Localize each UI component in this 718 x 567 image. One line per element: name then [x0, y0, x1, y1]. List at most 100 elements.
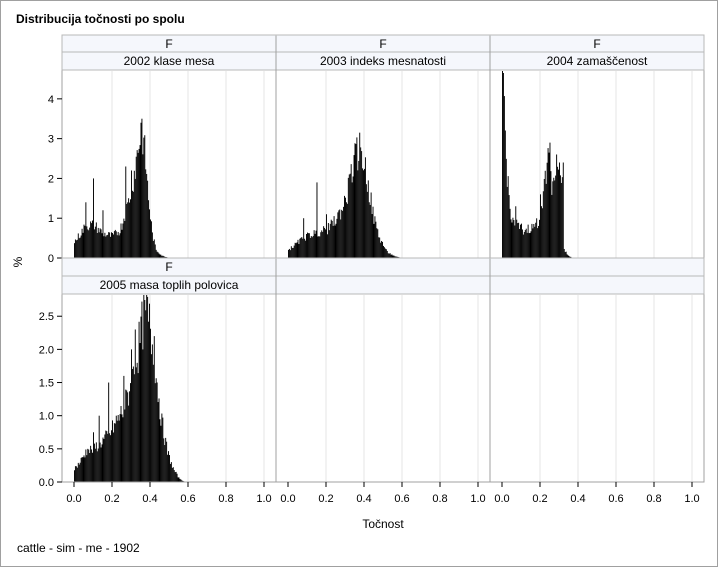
- histogram-bar: [335, 223, 337, 258]
- histogram-bar: [309, 237, 311, 258]
- histogram-bar: [554, 180, 556, 258]
- histogram-bar: [140, 122, 142, 258]
- histogram-bar: [325, 229, 326, 258]
- histogram-bar: [171, 467, 173, 482]
- histogram-bar: [107, 234, 109, 258]
- histogram-bar: [93, 432, 94, 482]
- histogram-bar: [326, 234, 328, 258]
- histogram-bar: [311, 237, 313, 258]
- histogram-bar: [160, 425, 162, 482]
- histogram-bar: [319, 236, 321, 258]
- y-tick-label: 1.5: [39, 378, 54, 390]
- histogram-bar: [393, 255, 395, 258]
- histogram-bar: [359, 132, 361, 258]
- histogram-bar: [163, 438, 165, 482]
- histogram-bar: [124, 409, 126, 482]
- histogram-bar: [160, 254, 162, 258]
- histogram-bar: [119, 414, 121, 482]
- histogram-bar: [122, 417, 124, 482]
- histogram-bar: [88, 449, 90, 482]
- histogram-bar: [511, 222, 513, 258]
- histogram-bar: [377, 229, 379, 258]
- histogram-bar: [111, 430, 112, 482]
- histogram-bar: [84, 457, 86, 482]
- histogram-bar: [558, 169, 559, 258]
- histogram-bar: [123, 218, 125, 258]
- histogram-bar: [164, 445, 166, 482]
- histogram-bar: [115, 231, 117, 258]
- histogram-bar: [151, 344, 153, 482]
- histogram-bar: [154, 383, 156, 482]
- panel-label-text: 2005 masa toplih polovica: [100, 278, 239, 292]
- histogram-bar: [88, 230, 90, 258]
- histogram-bar: [105, 430, 107, 482]
- histogram-bar: [366, 191, 368, 258]
- histogram-bar: [297, 239, 299, 258]
- histogram-bar: [104, 434, 106, 482]
- histogram-bar: [358, 160, 360, 258]
- histogram-bar: [115, 415, 117, 482]
- histogram-bar: [163, 256, 165, 258]
- histogram-bar: [104, 232, 106, 258]
- histogram-bar: [79, 462, 81, 482]
- histogram-bar: [291, 247, 293, 258]
- histogram-bar: [113, 423, 115, 482]
- histogram-bar: [521, 229, 523, 258]
- histogram-bar: [135, 156, 137, 258]
- y-tick-label: 1: [48, 213, 54, 225]
- histogram-bar: [310, 236, 312, 258]
- panel-header-text: F: [165, 37, 172, 51]
- histogram-bar: [306, 233, 307, 258]
- histogram-bar: [127, 392, 129, 482]
- histogram-bar: [80, 457, 82, 482]
- histogram-bar: [177, 477, 179, 482]
- histogram-bar: [312, 235, 314, 258]
- histogram-bar: [141, 118, 143, 258]
- histogram-bar: [133, 170, 135, 258]
- histogram-bar: [82, 457, 84, 482]
- x-tick-label: 0.2: [104, 493, 119, 505]
- histogram-bar: [316, 182, 318, 258]
- histogram-bar: [294, 242, 296, 258]
- histogram-bar: [561, 177, 563, 258]
- histogram-bar: [530, 231, 532, 258]
- histogram-bar: [353, 155, 355, 258]
- histogram-bar: [304, 238, 306, 258]
- histogram-bar: [503, 96, 505, 258]
- histogram-bar: [153, 239, 155, 258]
- histogram-bar: [116, 235, 118, 258]
- histogram-bar: [345, 197, 346, 258]
- histogram-bar: [158, 253, 160, 258]
- x-tick-label: 0.0: [66, 493, 81, 505]
- histogram-bar: [392, 255, 394, 258]
- histogram-bar: [307, 233, 309, 258]
- histogram-bar: [396, 256, 398, 258]
- histogram-bar: [143, 137, 145, 258]
- histogram-bar: [288, 249, 289, 258]
- histogram-bar: [139, 343, 141, 482]
- histogram-bar: [155, 249, 157, 258]
- panel-label-text: 2004 zamaščenost: [547, 54, 648, 68]
- panel-header-strip: [275, 257, 491, 277]
- histogram-bar: [348, 174, 350, 258]
- histogram-bar: [562, 162, 564, 258]
- histogram-bar: [141, 301, 143, 482]
- histogram-bar: [100, 447, 102, 482]
- histogram-bar: [525, 228, 527, 258]
- histogram-bar: [137, 152, 139, 258]
- y-tick-label: 2: [48, 173, 54, 185]
- y-tick-label: 0: [48, 253, 54, 265]
- panel-header-text: F: [593, 37, 600, 51]
- histogram-bar: [532, 228, 534, 258]
- histogram-bar: [305, 240, 307, 258]
- histogram-bar: [568, 255, 570, 258]
- histogram-bar: [344, 195, 345, 258]
- histogram-bar: [120, 406, 122, 482]
- histogram-bar: [101, 233, 103, 258]
- histogram-bar: [318, 236, 320, 258]
- histogram-bar: [147, 180, 149, 258]
- y-axis-label: %: [11, 256, 25, 267]
- histogram-bar: [535, 222, 537, 258]
- histogram-bar: [91, 223, 93, 258]
- histogram-bar: [92, 452, 93, 482]
